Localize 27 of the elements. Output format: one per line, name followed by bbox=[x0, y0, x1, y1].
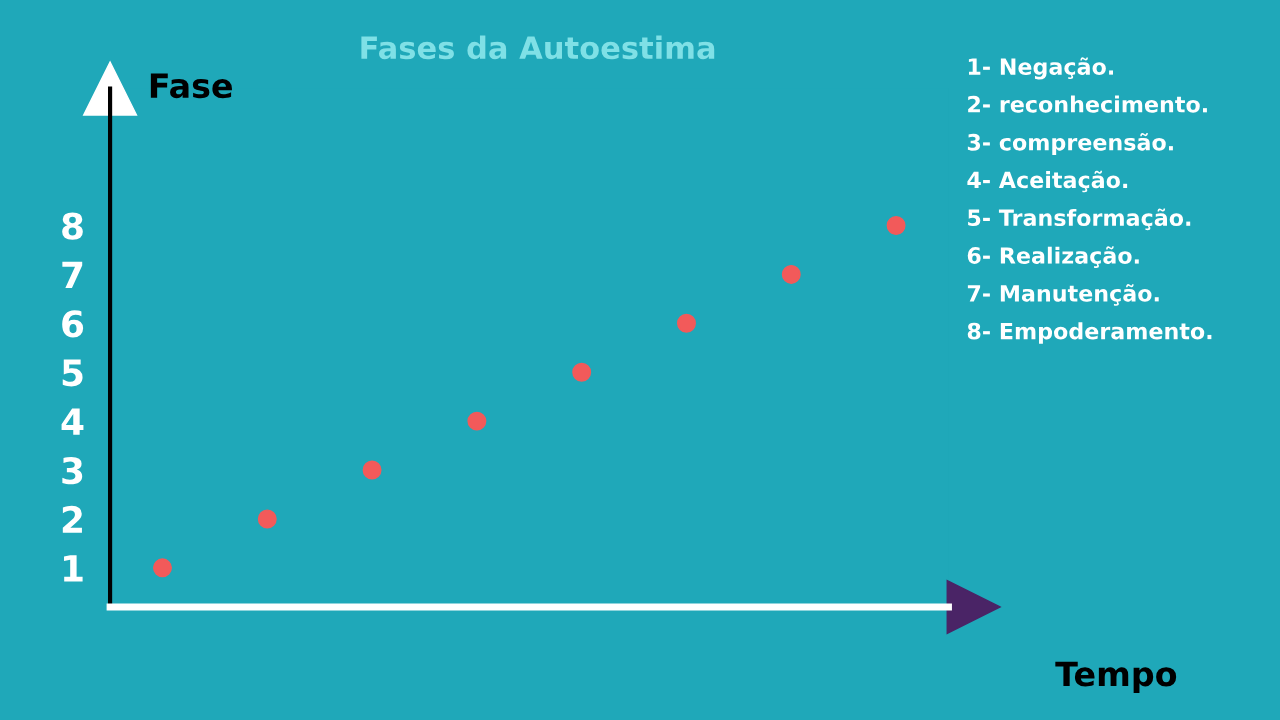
y-tick-label: 5 bbox=[62, 359, 83, 387]
y-tick-label: 3 bbox=[62, 456, 83, 485]
y-tick-label: 7 bbox=[62, 261, 83, 289]
text: 1- Negação. bbox=[968, 57, 1113, 80]
text: 5- Transformação. bbox=[968, 208, 1191, 231]
point bbox=[886, 216, 906, 235]
point bbox=[572, 362, 592, 382]
point bbox=[153, 558, 172, 578]
point bbox=[362, 460, 382, 480]
text: 7- Manutenção. bbox=[967, 284, 1159, 306]
point bbox=[781, 264, 801, 284]
point bbox=[257, 509, 277, 529]
point bbox=[677, 313, 696, 333]
text: 2- reconhecimento. bbox=[968, 95, 1207, 113]
y-tick-label: 2 bbox=[62, 505, 82, 533]
x-axis-title: Tempo bbox=[1055, 661, 1177, 693]
text: 8- Empoderamento. bbox=[967, 322, 1212, 344]
text: 3- compreensão. bbox=[967, 133, 1173, 155]
y-tick-label: 1 bbox=[64, 555, 83, 582]
y-axis-title: Fase bbox=[150, 73, 232, 99]
y-tick-label: 4 bbox=[61, 408, 84, 435]
point bbox=[467, 411, 487, 431]
text: 4- Aceitação. bbox=[967, 170, 1128, 193]
text: 6- Realização. bbox=[967, 246, 1139, 268]
chart-title: Fases da Autoestima bbox=[361, 35, 715, 60]
y-tick-label: 6 bbox=[62, 310, 84, 338]
y-tick-label: 8 bbox=[62, 212, 83, 240]
